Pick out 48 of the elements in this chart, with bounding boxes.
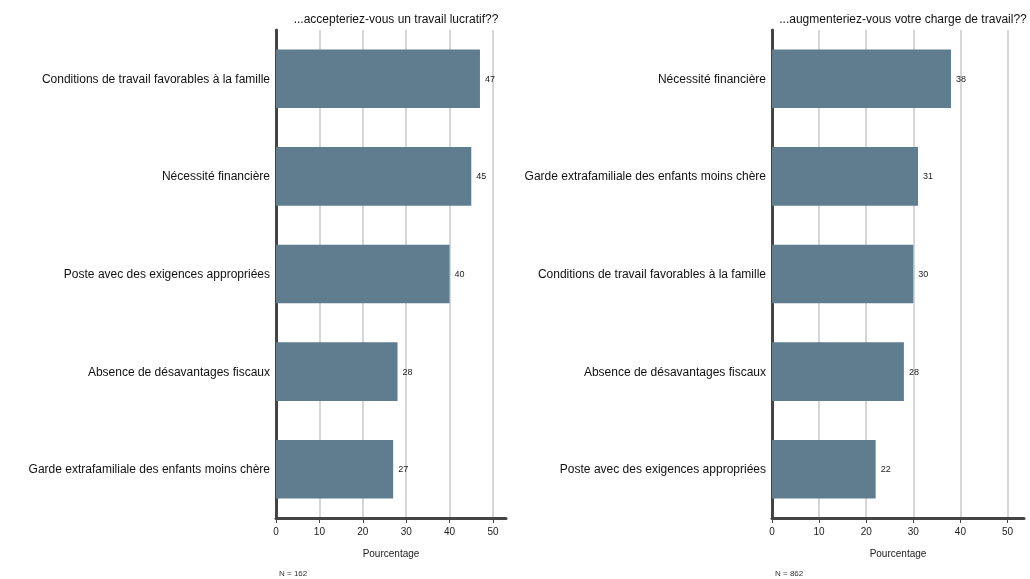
y-tick-label: Garde extrafamiliale des enfants moins chère: [28, 462, 271, 477]
bar: [772, 49, 951, 109]
x-tick-label: 20: [357, 525, 369, 537]
x-tick-label: 0: [273, 525, 280, 537]
text: N = 862: [775, 568, 804, 578]
bar: [772, 439, 876, 499]
data-label: 30: [918, 269, 929, 279]
bar: [772, 244, 914, 304]
y-tick-label: Absence de désavantages fiscaux: [583, 364, 766, 379]
data-label: 28: [402, 366, 413, 377]
x-tick-label: 50: [1001, 525, 1014, 537]
y-tick-label: Poste avec des exigences appropriées: [63, 267, 270, 281]
data-label: 22: [880, 464, 891, 475]
x-tick-label: 40: [444, 525, 456, 537]
y-tick-label: Nécessité financière: [657, 71, 767, 86]
y-tick-label: Absence de désavantages fiscaux: [87, 364, 270, 379]
chart-title: ...augmenteriez-vous votre charge de travail??: [779, 12, 1028, 26]
data-label: 31: [923, 171, 934, 182]
x-axis-title: Pourcentage: [362, 547, 420, 559]
data-label: 27: [398, 464, 409, 475]
y-tick-label: Conditions de travail favorables à la famille: [41, 71, 271, 86]
x-tick-label: 10: [813, 525, 826, 537]
bar: [772, 147, 919, 206]
x-tick-label: 0: [769, 525, 776, 537]
x-axis-title: Pourcentage: [869, 547, 927, 559]
bar: [276, 147, 472, 206]
x-tick-label: 10: [313, 525, 326, 537]
chart-title: ...accepteriez-vous un travail lucratif??: [293, 12, 499, 26]
x-tick-label: 50: [487, 525, 499, 537]
data-label: 28: [908, 366, 919, 377]
bar: [276, 342, 398, 401]
y-tick-label: Conditions de travail favorables à la famille: [537, 267, 767, 281]
y-tick-label: Poste avec des exigences appropriées: [559, 462, 766, 477]
x-tick-label: 20: [860, 525, 873, 537]
bar: [276, 49, 480, 109]
data-label: 45: [476, 171, 487, 182]
bar: [772, 342, 904, 401]
x-tick-label: 40: [954, 525, 967, 537]
bar: [276, 439, 394, 499]
x-tick-label: 30: [400, 525, 413, 537]
text: N = 162: [279, 568, 308, 578]
data-label: 40: [454, 269, 465, 279]
bar: [276, 244, 450, 304]
x-tick-label: 30: [907, 525, 920, 537]
y-tick-label: Garde extrafamiliale des enfants moins chère: [524, 169, 767, 184]
y-tick-label: Nécessité financière: [161, 169, 271, 184]
data-label: 38: [955, 73, 967, 84]
data-label: 47: [484, 73, 495, 84]
